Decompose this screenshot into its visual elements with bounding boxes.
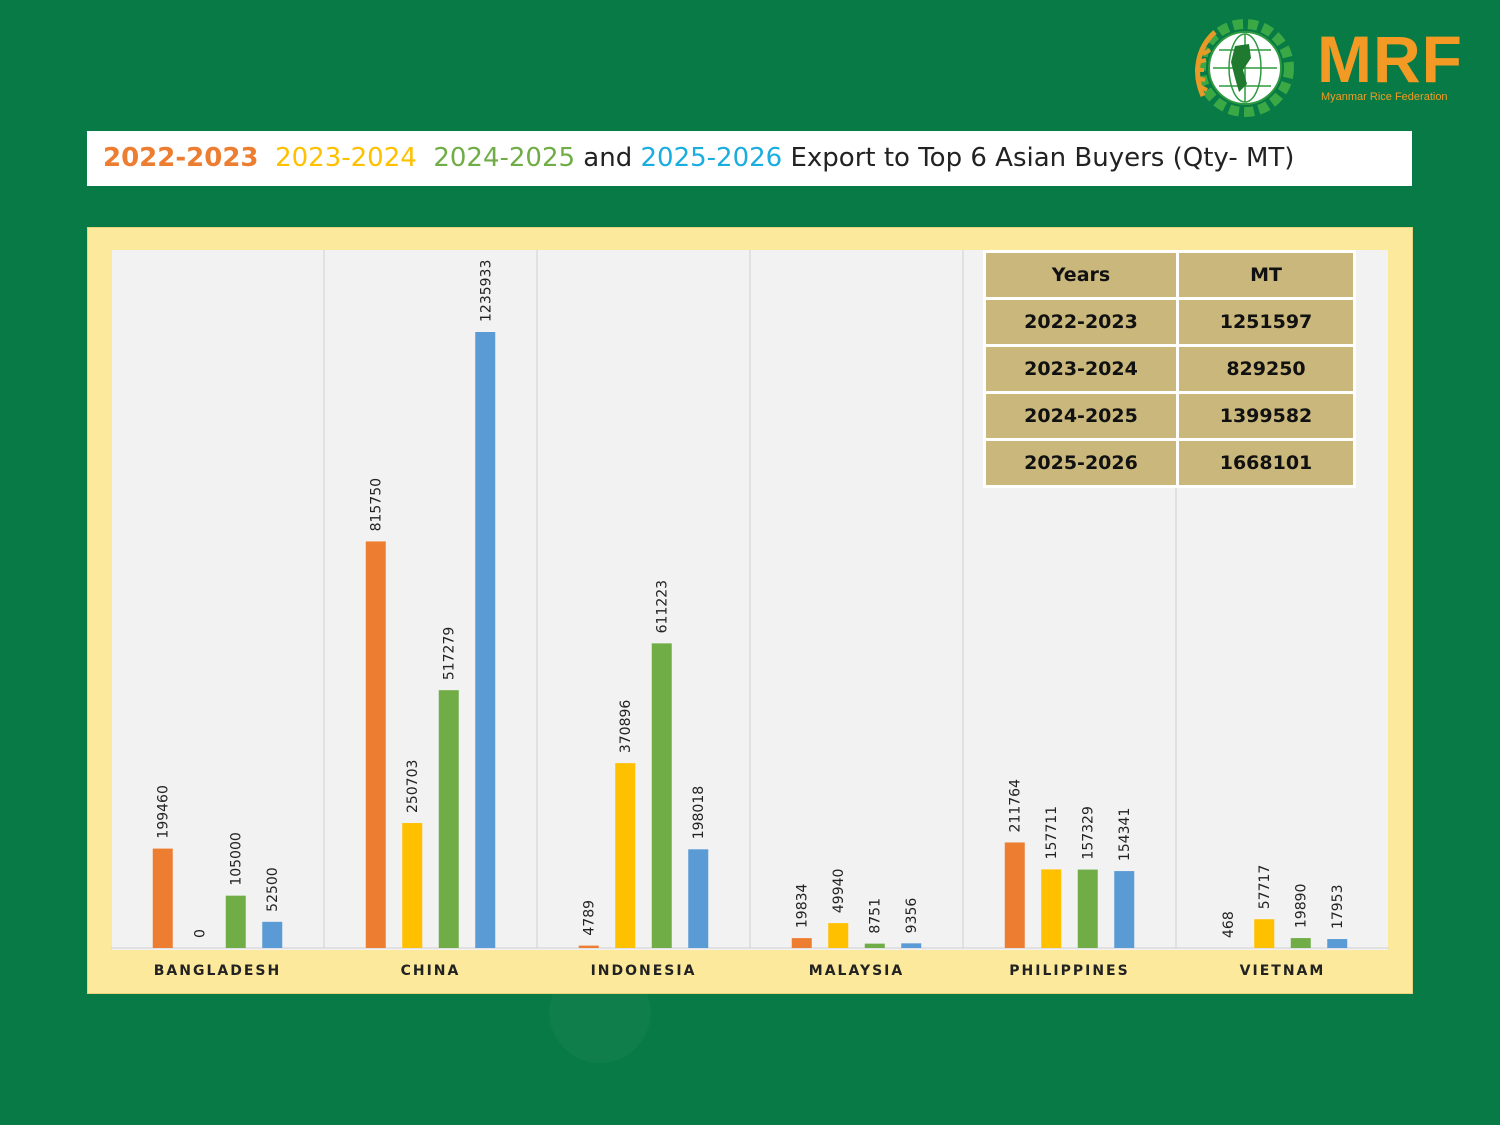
bar <box>262 921 283 948</box>
table-row: 2022-2023 1251597 <box>986 300 1353 344</box>
data-label: 154341 <box>1117 808 1133 861</box>
bar <box>1290 938 1311 948</box>
table-cell-year: 2025-2026 <box>986 441 1176 485</box>
logo-subtitle: Myanmar Rice Federation <box>1321 91 1448 103</box>
mrf-logo: MRF Myanmar Rice Federation <box>1185 18 1485 118</box>
data-label: 17953 <box>1330 885 1346 930</box>
data-label: 0 <box>192 929 208 938</box>
data-label: 1235933 <box>478 260 494 322</box>
table-cell-mt: 1399582 <box>1179 394 1353 438</box>
category-label: INDONESIA <box>591 963 697 979</box>
table-cell-mt: 1668101 <box>1179 441 1353 485</box>
title-year-4: 2025-2026 <box>640 143 783 173</box>
data-label: 105000 <box>229 832 245 885</box>
bar <box>1077 869 1098 948</box>
data-label: 4789 <box>582 900 598 936</box>
table-header-row: Years MT <box>986 253 1353 297</box>
table-header-mt: MT <box>1179 253 1353 297</box>
bar <box>1114 871 1135 948</box>
bar <box>225 895 246 948</box>
bar <box>791 938 812 948</box>
data-label: 9356 <box>904 898 920 934</box>
category-label: BANGLADESH <box>154 963 281 979</box>
table-cell-year: 2023-2024 <box>986 347 1176 391</box>
data-label: 370896 <box>618 700 634 754</box>
data-label: 199460 <box>156 785 172 838</box>
summary-table: Years MT 2022-2023 1251597 2023-2024 829… <box>983 250 1356 488</box>
bar <box>615 763 636 948</box>
category-label: MALAYSIA <box>809 963 904 979</box>
data-label: 57717 <box>1257 865 1273 910</box>
bar <box>651 643 672 948</box>
data-label: 49940 <box>831 869 847 914</box>
table-header-years: Years <box>986 253 1176 297</box>
bar <box>365 541 386 948</box>
table-cell-mt: 829250 <box>1179 347 1353 391</box>
category-label: CHINA <box>401 963 461 979</box>
bar <box>152 848 173 948</box>
data-label: 19834 <box>795 883 811 928</box>
category-label: PHILIPPINES <box>1009 963 1129 979</box>
bar <box>578 945 599 948</box>
data-label: 157711 <box>1044 806 1060 859</box>
data-label: 468 <box>1221 911 1237 938</box>
table-cell-mt: 1251597 <box>1179 300 1353 344</box>
bar <box>1254 919 1275 948</box>
bar <box>1327 939 1348 948</box>
table-row: 2024-2025 1399582 <box>986 394 1353 438</box>
title-year-2: 2023-2024 <box>275 143 417 173</box>
category-label: VIETNAM <box>1240 963 1326 979</box>
bar <box>864 943 885 948</box>
data-label: 8751 <box>868 898 884 934</box>
data-label: 19890 <box>1294 884 1310 929</box>
globe-gear-icon <box>1195 19 1294 117</box>
data-label: 250703 <box>405 760 421 813</box>
data-label: 157329 <box>1081 806 1097 859</box>
bar <box>402 823 423 948</box>
data-label: 52500 <box>265 867 281 912</box>
table-row: 2023-2024 829250 <box>986 347 1353 391</box>
logo-text: MRF <box>1317 22 1463 96</box>
bar <box>438 690 459 948</box>
title-rest: Export to Top 6 Asian Buyers (Qty- MT) <box>790 143 1295 173</box>
bar <box>688 849 709 948</box>
title-year-3: 2024-2025 <box>433 143 576 173</box>
data-label: 211764 <box>1008 779 1024 833</box>
title-year-1: 2022-2023 <box>103 143 259 173</box>
data-label: 611223 <box>655 580 671 633</box>
bar <box>1041 869 1062 948</box>
bar <box>475 332 496 948</box>
table-cell-year: 2022-2023 <box>986 300 1176 344</box>
data-label: 815750 <box>369 478 385 531</box>
chart-title: 2022-2023 2023-2024 2024-2025 and 2025-2… <box>87 131 1412 186</box>
title-joiner: and <box>583 143 633 173</box>
table-row: 2025-2026 1668101 <box>986 441 1353 485</box>
bar <box>1004 842 1025 948</box>
bar <box>828 923 849 948</box>
data-label: 198018 <box>691 786 707 839</box>
data-label: 517279 <box>442 627 458 680</box>
table-cell-year: 2024-2025 <box>986 394 1176 438</box>
bar <box>901 943 922 948</box>
